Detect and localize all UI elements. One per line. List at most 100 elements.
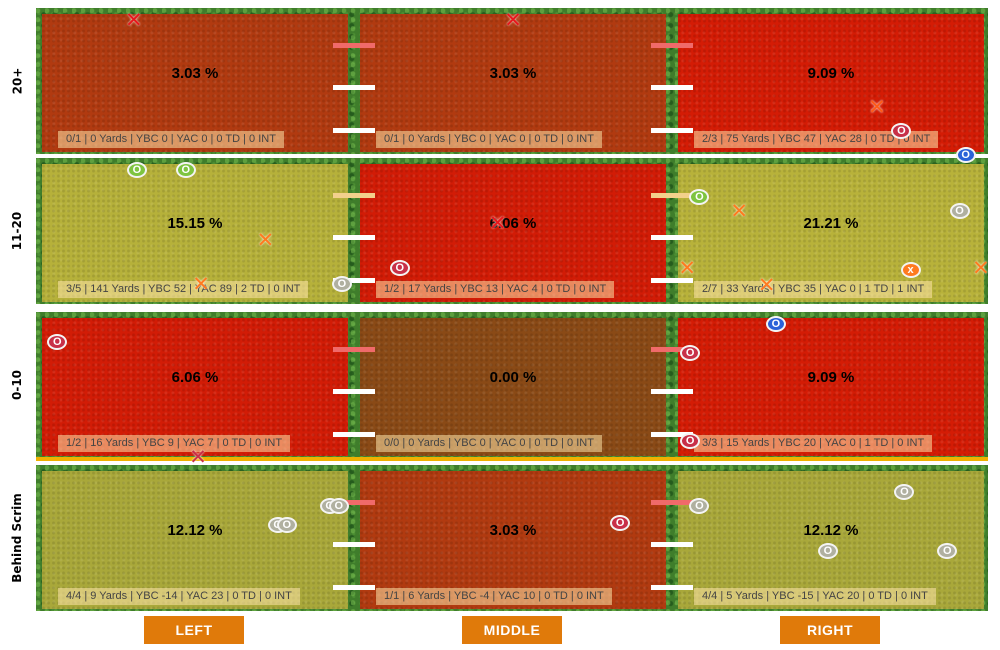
hash-mark (651, 500, 693, 505)
row-label-behind-scrim: Behind Scrim (0, 465, 34, 611)
row-label-text: 11-20 (10, 211, 25, 251)
incomplete-pass-marker: ✕ (678, 255, 696, 280)
hash-mark (333, 389, 375, 394)
completed-pass-marker: O (891, 123, 912, 140)
completed-pass-marker: O (949, 202, 970, 219)
incomplete-pass-marker: ✕ (504, 7, 522, 32)
row-label-text: 0-10 (10, 369, 24, 401)
incomplete-pass-marker: ✕ (972, 255, 990, 280)
incomplete-pass-marker: ✕ (488, 211, 507, 236)
row-label-0-10: 0-10 (0, 312, 34, 458)
incomplete-pass-marker: ✕ (256, 227, 275, 252)
zone-percentage: 15.15 % (167, 215, 223, 232)
zone-11-20-left[interactable]: 15.15 % 3/5 | 141 Yards | YBC 52 | YAC 89… (42, 164, 348, 302)
zone-stats: 4/4 | 9 Yards | YBC -14 | YAC 23 | 0 TD … (58, 588, 300, 605)
zone-percentage: 9.09 % (807, 369, 855, 386)
zone-stats: 1/1 | 6 Yards | YBC -4 | YAC 10 | 0 TD |… (376, 588, 612, 605)
row-label-text: Behind Scrim (10, 493, 25, 583)
hash-mark (333, 128, 375, 133)
column-button-left[interactable]: LEFT (144, 616, 244, 644)
completed-pass-marker: O (689, 497, 710, 514)
hash-mark (651, 235, 693, 240)
row-label-text: 20+ (9, 67, 24, 95)
hash-mark (333, 278, 375, 283)
hash-mark (651, 128, 693, 133)
incomplete-pass-marker: ✕ (192, 272, 210, 297)
completed-pass-marker: O (331, 276, 352, 293)
completed-pass-marker: x (900, 262, 921, 279)
hash-mark (333, 585, 375, 590)
zone-percentage: 9.09 % (807, 65, 855, 82)
hash-mark (651, 43, 693, 48)
zone-behind-scrim-right[interactable]: 12.12 % 4/4 | 5 Yards | YBC -15 | YAC 20 … (678, 471, 984, 609)
zone-stats: 0/0 | 0 Yards | YBC 0 | YAC 0 | 0 TD | 0… (376, 435, 602, 452)
zone-percentage: 21.21 % (803, 215, 859, 232)
completed-pass-marker: O (689, 189, 710, 206)
zone-20-right[interactable]: 9.09 % 2/3 | 75 Yards | YBC 47 | YAC 28 |… (678, 14, 984, 152)
zone-20-middle[interactable]: 3.03 % 0/1 | 0 Yards | YBC 0 | YAC 0 | 0 … (360, 14, 666, 152)
completed-pass-marker: O (765, 315, 786, 332)
completed-pass-marker: O (817, 543, 838, 559)
zone-percentage: 6.06 % (489, 215, 537, 232)
zone-percentage: 0.00 % (489, 369, 537, 386)
incomplete-pass-marker: ✕ (189, 445, 207, 470)
row-label-11-20: 11-20 (0, 158, 34, 304)
zone-behind-scrim-left[interactable]: 12.12 % 4/4 | 9 Yards | YBC -14 | YAC 23 … (42, 471, 348, 609)
completed-pass-marker: O (175, 161, 196, 178)
hash-mark (333, 235, 375, 240)
completed-pass-marker: O (680, 432, 701, 449)
hash-mark (333, 193, 375, 198)
completed-pass-marker: O (328, 497, 349, 514)
zone-11-20-middle[interactable]: 6.06 % 1/2 | 17 Yards | YBC 13 | YAC 4 | … (360, 164, 666, 302)
hash-mark (333, 432, 375, 437)
zone-percentage: 12.12 % (167, 522, 223, 539)
hash-mark (333, 85, 375, 90)
completed-pass-marker: O (680, 344, 701, 361)
completed-pass-marker: O (126, 161, 147, 178)
zone-percentage: 6.06 % (171, 369, 219, 386)
row-label-20: 20+ (0, 8, 34, 154)
zone-11-20-right[interactable]: 21.21 % 2/7 | 33 Yards | YBC 35 | YAC 0 |… (678, 164, 984, 302)
hash-mark (333, 542, 375, 547)
column-button-right[interactable]: RIGHT (780, 616, 880, 644)
zone-stats: 4/4 | 5 Yards | YBC -15 | YAC 20 | 0 TD … (694, 588, 936, 605)
completed-pass-marker: O (955, 146, 976, 163)
hash-mark (651, 278, 693, 283)
zone-stats: 0/1 | 0 Yards | YBC 0 | YAC 0 | 0 TD | 0… (376, 131, 602, 148)
zone-0-10-left[interactable]: 6.06 % 1/2 | 16 Yards | YBC 9 | YAC 7 | 0… (42, 318, 348, 456)
hash-mark (333, 347, 375, 352)
zone-percentage: 3.03 % (489, 65, 537, 82)
zone-percentage: 3.03 % (171, 65, 219, 82)
completed-pass-marker: O (47, 333, 68, 350)
zone-stats: 3/3 | 15 Yards | YBC 20 | YAC 0 | 1 TD |… (694, 435, 933, 452)
hash-mark (651, 432, 693, 437)
zone-stats: 3/5 | 141 Yards | YBC 52 | YAC 89 | 2 TD… (58, 281, 309, 298)
completed-pass-marker: O (389, 259, 410, 276)
hash-mark (651, 85, 693, 90)
zone-20-left[interactable]: 3.03 % 0/1 | 0 Yards | YBC 0 | YAC 0 | 0 … (42, 14, 348, 152)
hash-mark (333, 43, 375, 48)
hash-mark (651, 193, 693, 198)
completed-pass-marker: O (894, 483, 915, 500)
completed-pass-marker: O (610, 515, 631, 532)
column-button-middle[interactable]: MIDDLE (462, 616, 562, 644)
zone-percentage: 12.12 % (803, 522, 859, 539)
zone-0-10-right[interactable]: 9.09 % 3/3 | 15 Yards | YBC 20 | YAC 0 | … (678, 318, 984, 456)
zone-stats: 2/7 | 33 Yards | YBC 35 | YAC 0 | 1 TD |… (694, 281, 933, 298)
incomplete-pass-marker: ✕ (124, 7, 143, 32)
zone-behind-scrim-middle[interactable]: 3.03 % 1/1 | 6 Yards | YBC -4 | YAC 10 | … (360, 471, 666, 609)
hash-mark (651, 389, 693, 394)
incomplete-pass-marker: ✕ (757, 273, 776, 298)
hash-mark (333, 500, 375, 505)
hash-mark (651, 347, 693, 352)
zone-stats: 1/2 | 16 Yards | YBC 9 | YAC 7 | 0 TD | … (58, 435, 291, 452)
zone-stats: 2/3 | 75 Yards | YBC 47 | YAC 28 | 0 TD … (694, 131, 939, 148)
zone-0-10-middle[interactable]: 0.00 % 0/0 | 0 Yards | YBC 0 | YAC 0 | 0 … (360, 318, 666, 456)
hash-mark (651, 585, 693, 590)
zone-stats: 0/1 | 0 Yards | YBC 0 | YAC 0 | 0 TD | 0… (58, 131, 284, 148)
completed-pass-marker: O (276, 516, 297, 533)
hash-mark (651, 542, 693, 547)
zone-percentage: 3.03 % (489, 522, 537, 539)
line-of-scrimmage (36, 457, 988, 461)
zone-stats: 1/2 | 17 Yards | YBC 13 | YAC 4 | 0 TD |… (376, 281, 615, 298)
